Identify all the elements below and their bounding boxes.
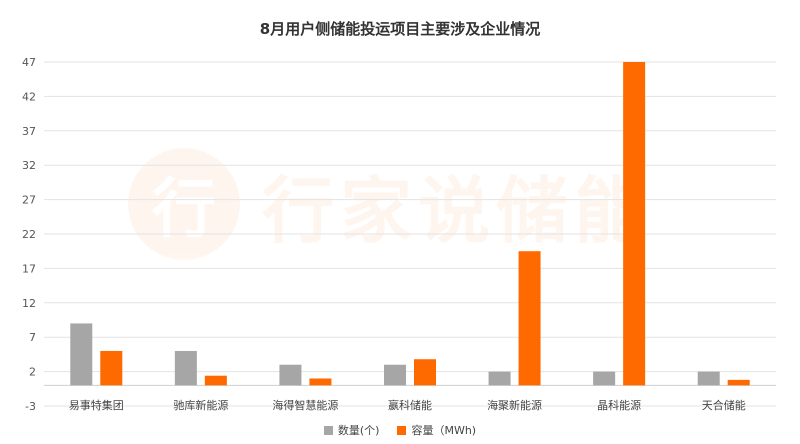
bar-count — [697, 371, 720, 386]
bar-capacity — [727, 379, 750, 386]
bar-capacity — [100, 350, 123, 386]
category-label: 天合储能 — [702, 398, 746, 412]
bar-count — [279, 364, 302, 386]
watermark: 行 行家说储能 — [128, 148, 652, 260]
y-tick-label: 27 — [22, 194, 36, 207]
legend-item-count: 数量(个) — [323, 422, 380, 438]
y-tick-label: 37 — [22, 125, 36, 138]
legend-swatch-count — [323, 425, 333, 435]
y-tick-label: 47 — [22, 56, 36, 69]
legend-item-capacity: 容量（MWh) — [397, 422, 476, 438]
y-tick-label: 32 — [22, 159, 36, 172]
category-label: 易事特集团 — [69, 398, 124, 412]
y-tick-label: -3 — [25, 400, 36, 413]
category-label-layer: 易事特集团 驰库新能源 海得智慧能源 嬴科储能 海聚新能源 晶科能源 天合储能 — [69, 398, 746, 412]
y-tick-label: 2 — [29, 366, 36, 379]
category-label: 晶科能源 — [597, 398, 641, 412]
bar-count — [593, 371, 616, 386]
y-tick-label: 22 — [22, 228, 36, 241]
bar-capacity — [518, 251, 541, 386]
bar-count — [70, 323, 93, 386]
legend-swatch-capacity — [397, 425, 407, 435]
bar-capacity — [309, 378, 332, 386]
legend-label-count: 数量(个) — [337, 424, 380, 437]
y-tick-label: 7 — [29, 331, 36, 344]
bar-capacity — [623, 62, 646, 386]
category-label: 驰库新能源 — [173, 398, 228, 412]
bar-count — [384, 364, 406, 386]
y-tick-label: 17 — [22, 262, 36, 275]
category-label: 海得智慧能源 — [272, 398, 338, 412]
grid-layer — [44, 61, 776, 407]
bar-capacity — [204, 375, 227, 386]
bar-count — [174, 350, 197, 386]
watermark-text: 行家说储能 — [262, 168, 653, 253]
legend-label-capacity: 容量（MWh) — [411, 424, 477, 437]
legend: 数量(个) 容量（MWh) — [0, 422, 800, 438]
bar-layer — [70, 62, 750, 386]
watermark-logo-icon: 行 — [128, 148, 240, 260]
y-tick-label: 42 — [22, 90, 36, 103]
bar-count — [488, 371, 511, 386]
chart-title: 8月用户侧储能投运项目主要涉及企业情况 — [259, 20, 541, 38]
category-label: 海聚新能源 — [487, 398, 542, 412]
y-tick-label: 12 — [22, 297, 36, 310]
category-label: 嬴科储能 — [388, 398, 432, 412]
bar-capacity — [414, 359, 436, 386]
